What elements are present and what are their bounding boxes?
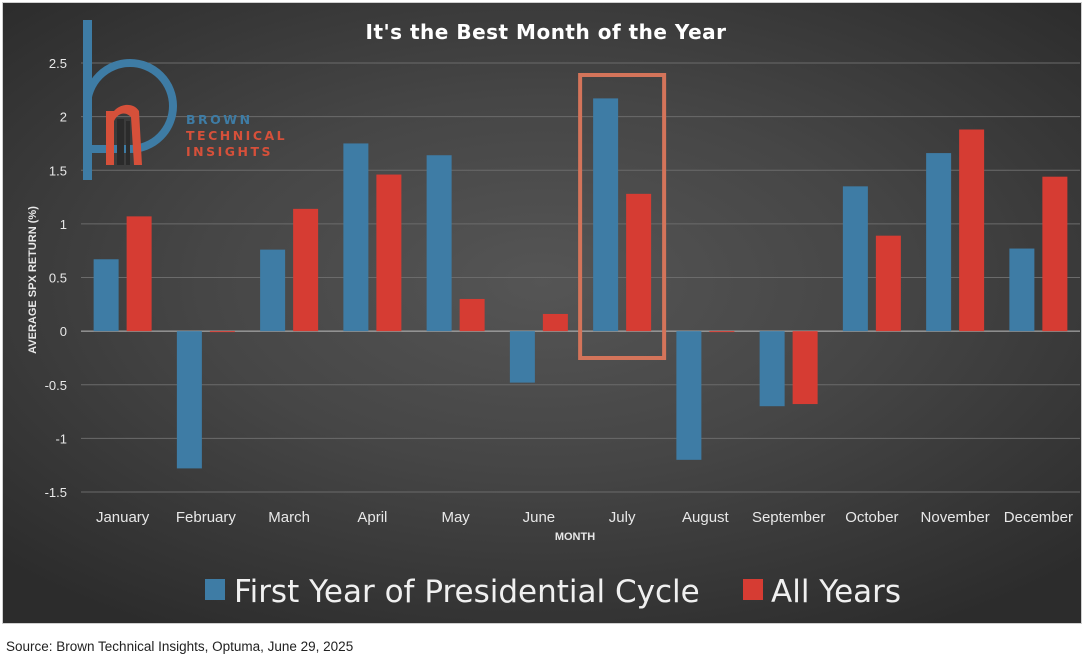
bar-all-years-august [709, 331, 735, 333]
logo-text-insights: INSIGHTS [186, 144, 273, 159]
bar-first-year-january [93, 259, 119, 332]
bar-first-year-march [260, 249, 286, 332]
bar-all-years-october [875, 235, 901, 332]
legend-swatch-all-years [743, 579, 763, 600]
chart-title: It's the Best Month of the Year [366, 20, 727, 44]
y-tick-label: 0.5 [49, 271, 67, 286]
bar-all-years-june [542, 313, 568, 332]
bar-first-year-august [676, 331, 702, 460]
y-tick-label: -0.5 [45, 378, 67, 393]
x-tick-label-december: December [1004, 509, 1073, 526]
bar-all-years-march [293, 208, 319, 332]
legend: First Year of Presidential Cycle All Yea… [205, 574, 901, 610]
legend-swatch-first-year [205, 579, 225, 600]
bar-all-years-february [209, 331, 235, 333]
y-tick-label: 0 [60, 324, 67, 339]
y-tick-label: 2.5 [49, 56, 67, 71]
x-axis-label: MONTH [555, 531, 595, 543]
bar-all-years-january [126, 216, 152, 332]
bar-first-year-june [509, 331, 535, 383]
x-tick-label-february: February [176, 509, 237, 526]
x-tick-label-august: August [682, 509, 730, 526]
chart-svg: It's the Best Month of the Year 2.5 2 1.5 1… [27, 20, 1080, 610]
source-note: Source: Brown Technical Insights, Optuma… [6, 639, 354, 654]
logo-text-technical: TECHNICAL [186, 128, 287, 143]
bar-first-year-july [593, 98, 619, 332]
y-tick-layer: 2.5 2 1.5 1 0.5 0 -0.5 -1 -1.5 [45, 56, 67, 500]
bar-first-year-may [426, 155, 452, 332]
x-tick-label-october: October [845, 509, 898, 526]
legend-label-first-year: First Year of Presidential Cycle [234, 574, 700, 610]
bar-all-years-april [376, 174, 402, 332]
bar-layer [93, 98, 1068, 469]
y-tick-label: 2 [60, 110, 67, 125]
bar-first-year-april [343, 143, 369, 332]
logo-r-stem [106, 111, 114, 165]
x-tick-label-june: June [523, 509, 556, 526]
july-highlight-box [578, 73, 667, 360]
x-tick-label-january: January [96, 509, 150, 526]
bar-first-year-november [926, 153, 952, 332]
x-tick-layer: January February March April May June July Augu… [96, 509, 1073, 526]
y-tick-label: -1.5 [45, 485, 67, 500]
brown-technical-insights-logo: BROWN TECHNICAL INSIGHTS [83, 20, 287, 180]
x-tick-label-april: April [357, 509, 387, 526]
x-tick-label-march: March [268, 509, 310, 526]
logo-r-dark-stem-right [126, 121, 130, 165]
bar-first-year-october [842, 186, 868, 332]
x-tick-label-july: July [609, 509, 636, 526]
bar-all-years-december [1042, 176, 1068, 332]
bar-all-years-november [959, 129, 985, 332]
y-axis-label: AVERAGE SPX RETURN (%) [27, 206, 39, 354]
logo-r-arch [110, 104, 142, 165]
logo-r-dark-stem [117, 119, 124, 165]
y-tick-label: 1.5 [49, 163, 67, 178]
chart-panel: It's the Best Month of the Year 2.5 2 1.5 1… [2, 2, 1082, 624]
logo-b-bowl [83, 59, 177, 153]
legend-label-all-years: All Years [771, 574, 901, 610]
x-tick-label-september: September [752, 509, 825, 526]
y-tick-label: 1 [60, 217, 67, 232]
bar-first-year-december [1009, 248, 1035, 332]
bar-all-years-july [626, 193, 652, 332]
bar-all-years-september [792, 331, 818, 405]
x-tick-label-may: May [441, 509, 470, 526]
y-tick-label: -1 [55, 431, 67, 446]
logo-text-brown: BROWN [186, 112, 253, 127]
bar-all-years-may [459, 298, 485, 332]
x-tick-label-november: November [921, 509, 990, 526]
bar-first-year-february [176, 331, 202, 469]
bar-first-year-september [759, 331, 785, 407]
